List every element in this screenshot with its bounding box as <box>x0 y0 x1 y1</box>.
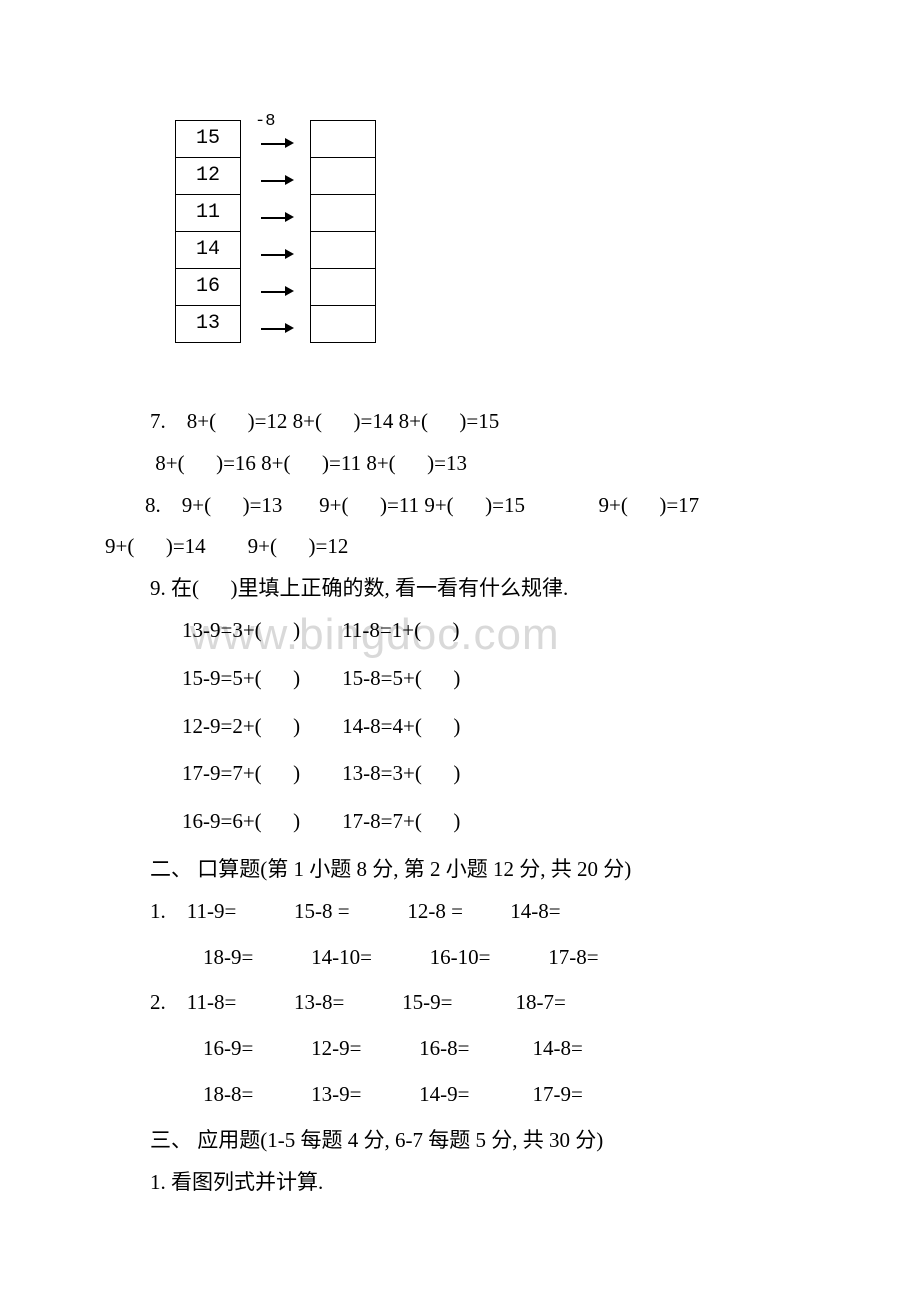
q9-row: 13-9=3+( ) 11-8=1+( ) <box>182 612 810 650</box>
table-cell-right <box>311 306 376 343</box>
subtraction-table: 15 -8 12 11 14 <box>175 120 810 343</box>
table-cell-right <box>311 121 376 158</box>
arrow-cell <box>241 269 311 306</box>
q7-line2: 8+( )=16 8+( )=11 8+( )=13 <box>150 445 810 483</box>
q8-line1: 8. 9+( )=13 9+( )=11 9+( )=15 9+( )=17 <box>145 487 810 525</box>
table-cell-left: 15 <box>176 121 241 158</box>
q8-line2: 9+( )=14 9+( )=12 <box>105 528 810 566</box>
arrow-icon <box>256 179 296 180</box>
arrow-icon <box>256 142 296 143</box>
table-cell-left: 12 <box>176 158 241 195</box>
arrow-icon <box>256 253 296 254</box>
arrow-icon <box>256 290 296 291</box>
section3-title: 三、 应用题(1-5 每题 4 分, 6-7 每题 5 分, 共 30 分) <box>150 1122 810 1160</box>
arrow-cell <box>241 158 311 195</box>
s2-q1-line1: 1. 11-9= 15-8 = 12-8 = 14-8= <box>150 893 810 931</box>
arrow-icon <box>256 216 296 217</box>
q9-row: 12-9=2+( ) 14-8=4+( ) <box>182 708 810 746</box>
minus-8-label: -8 <box>255 107 275 138</box>
q9-title: 9. 在( )里填上正确的数, 看一看有什么规律. <box>150 570 810 608</box>
table-cell-right <box>311 232 376 269</box>
q7-line1: 7. 8+( )=12 8+( )=14 8+( )=15 <box>150 403 810 441</box>
q9-row: 16-9=6+( ) 17-8=7+( ) <box>182 803 810 841</box>
table-cell-left: 13 <box>176 306 241 343</box>
q9-row: 15-9=5+( ) 15-8=5+( ) <box>182 660 810 698</box>
s2-q2-line2: 16-9= 12-9= 16-8= 14-8= <box>182 1030 810 1068</box>
table-cell-right <box>311 269 376 306</box>
s2-q1-line2: 18-9= 14-10= 16-10= 17-8= <box>182 939 810 977</box>
arrow-cell <box>241 195 311 232</box>
section2-title: 二、 口算题(第 1 小题 8 分, 第 2 小题 12 分, 共 20 分) <box>150 851 810 889</box>
table-cell-left: 11 <box>176 195 241 232</box>
arrow-icon <box>256 327 296 328</box>
s2-q2-line1: 2. 11-8= 13-8= 15-9= 18-7= <box>150 984 810 1022</box>
table-cell-right <box>311 158 376 195</box>
arrow-cell <box>241 232 311 269</box>
q9-row: 17-9=7+( ) 13-8=3+( ) <box>182 755 810 793</box>
document-content: 15 -8 12 11 14 <box>150 120 810 1201</box>
arrow-cell: -8 <box>241 121 311 158</box>
table-cell-left: 16 <box>176 269 241 306</box>
s2-q2-line3: 18-8= 13-9= 14-9= 17-9= <box>182 1076 810 1114</box>
s3-q1: 1. 看图列式并计算. <box>150 1164 810 1202</box>
table-cell-right <box>311 195 376 232</box>
arrow-cell <box>241 306 311 343</box>
table-cell-left: 14 <box>176 232 241 269</box>
